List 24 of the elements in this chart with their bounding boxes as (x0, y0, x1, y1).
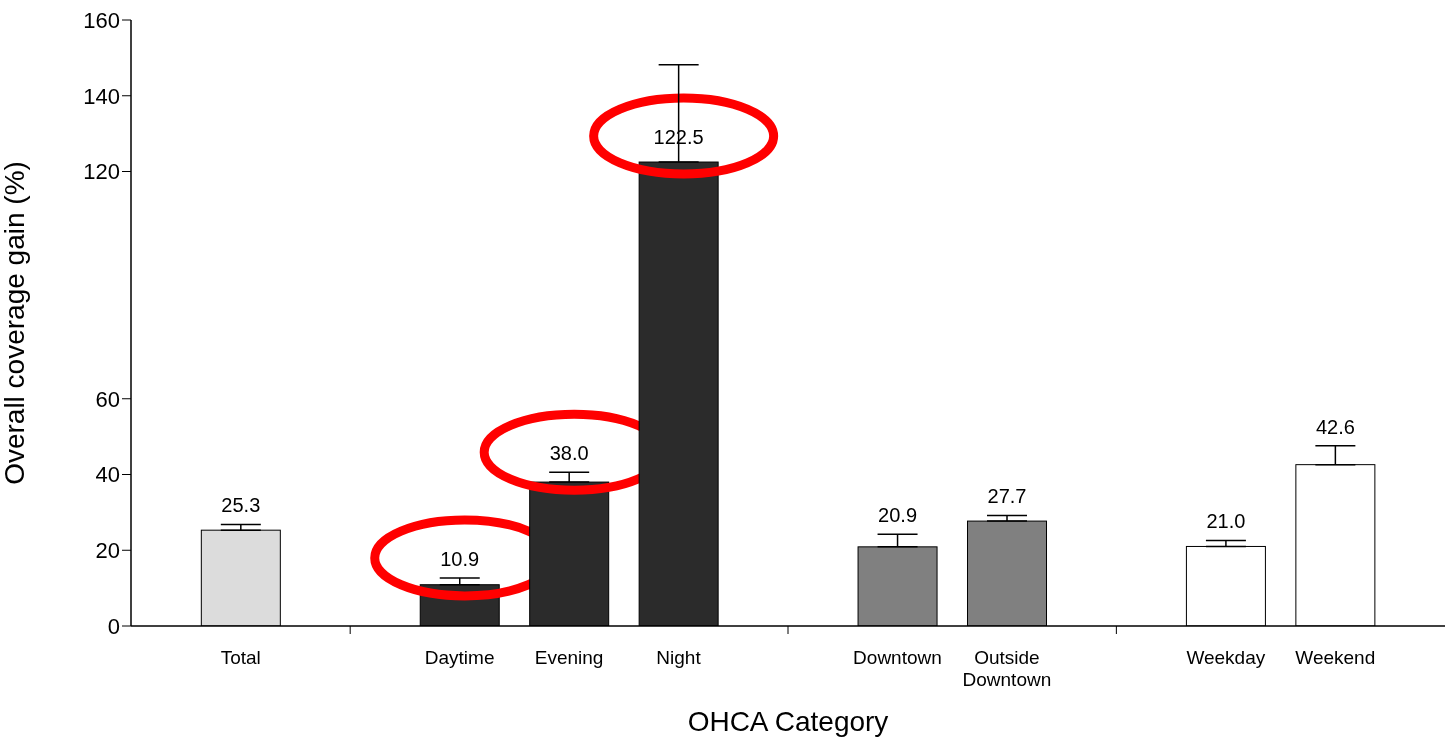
x-tick-label: Weekday (1186, 647, 1266, 668)
x-tick-label: Weekend (1295, 647, 1376, 668)
y-tick-label: 160 (83, 7, 120, 33)
y-tick-label: 140 (83, 83, 120, 109)
data-label: 20.9 (878, 504, 918, 527)
x-axis-title: OHCA Category (687, 706, 889, 737)
x-tick-label: Daytime (424, 647, 495, 668)
y-tick-label: 120 (83, 159, 120, 185)
x-tick-label: Total (220, 647, 261, 668)
data-label: 27.7 (987, 485, 1027, 508)
y-tick-label: 40 (95, 462, 120, 488)
y-axis-title: Overall coverage gain (%) (0, 161, 30, 485)
data-label: 21.0 (1206, 510, 1246, 533)
x-tick-label: Outside Downtown (962, 647, 1052, 690)
x-tick-label: Evening (534, 647, 604, 668)
data-label: 42.6 (1315, 415, 1355, 438)
data-label: 10.9 (440, 547, 480, 570)
data-label: 38.0 (549, 442, 589, 465)
y-tick-label: 60 (95, 386, 120, 412)
y-tick-label: 0 (107, 613, 120, 639)
x-tick-label: Downtown (853, 647, 942, 668)
y-tick-label: 20 (95, 538, 120, 564)
data-label: 25.3 (221, 494, 261, 517)
x-tick-label: Night (656, 647, 702, 668)
